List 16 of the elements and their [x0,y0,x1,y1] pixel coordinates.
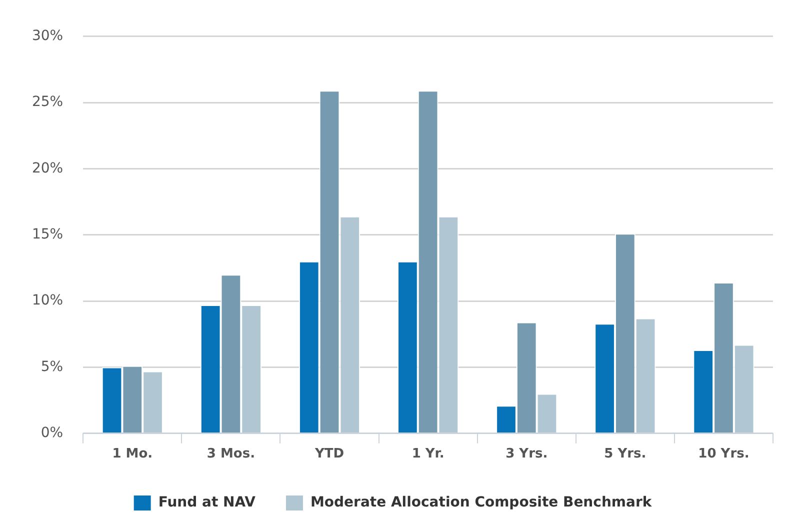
legend-label: Fund at NAV [158,494,256,511]
y-tick-label: 30% [32,28,64,44]
x-tick-label: 10 Yrs. [698,446,750,462]
y-tick-label: 15% [32,226,64,243]
x-tick-label: 3 Mos. [206,446,256,462]
y-tick-label: 5% [40,358,64,375]
legend-label: Moderate Allocation Composite Benchmark [310,494,652,511]
x-tick-label: 5 Yrs. [604,446,646,462]
y-tick-label: 25% [32,94,64,110]
y-tick-label: 10% [32,292,64,309]
y-tick-label: 0% [40,425,64,442]
x-tick-label: 3 Yrs. [506,446,548,462]
y-tick-label: 20% [32,160,64,176]
x-tick-label: 1 Yr. [412,446,444,462]
x-tick-label: YTD [314,446,344,462]
x-tick-label: 1 Mo. [112,446,153,462]
